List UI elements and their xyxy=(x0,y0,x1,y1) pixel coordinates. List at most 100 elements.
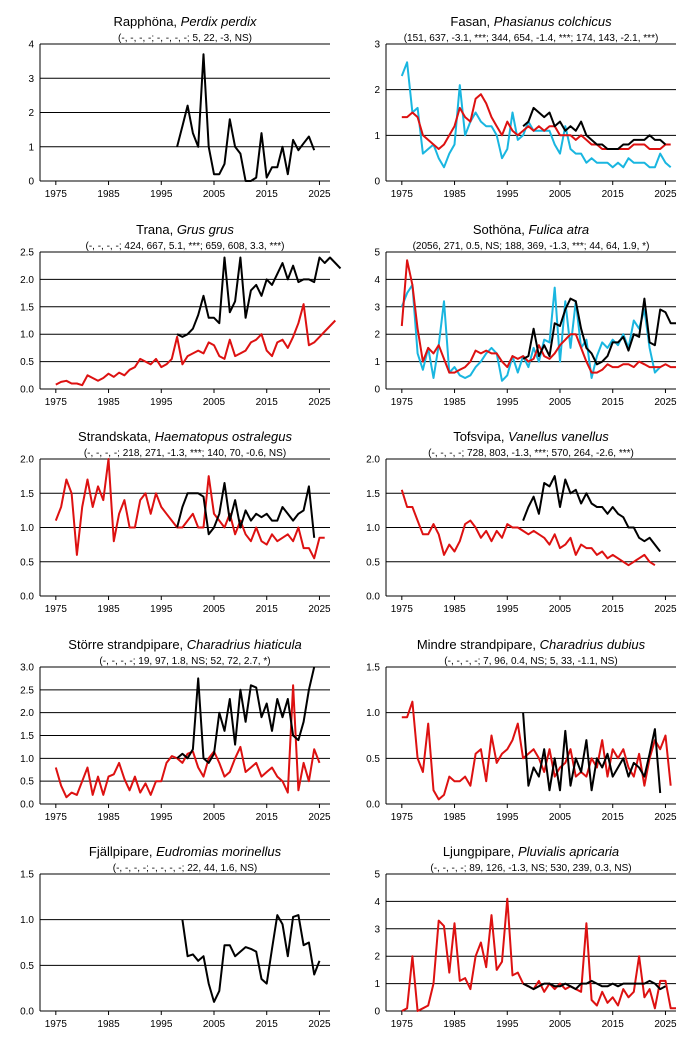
x-tick-label: 2005 xyxy=(203,189,226,200)
y-tick-label: 2 xyxy=(374,329,380,340)
y-tick-label: 0 xyxy=(374,384,380,395)
x-tick-label: 1995 xyxy=(496,1019,519,1030)
y-tick-label: 4 xyxy=(374,897,380,908)
chart-title: Ljungpipare, Pluvialis apricaria xyxy=(443,844,619,859)
chart-title: Trana, Grus grus xyxy=(136,222,234,237)
x-tick-label: 1975 xyxy=(45,397,68,408)
y-tick-label: 3.0 xyxy=(20,662,34,673)
y-tick-label: 1.0 xyxy=(366,523,380,534)
x-tick-label: 2005 xyxy=(549,1019,572,1030)
series-line-black xyxy=(176,256,342,338)
x-tick-label: 1995 xyxy=(150,812,173,823)
chart-title-latin: Charadrius hiaticula xyxy=(187,637,302,652)
series-line-black xyxy=(522,297,676,365)
x-tick-label: 1985 xyxy=(97,812,120,823)
y-tick-label: 3 xyxy=(374,302,380,313)
series-line-cyan xyxy=(400,61,672,169)
x-tick-label: 1975 xyxy=(391,604,414,615)
x-tick-label: 2015 xyxy=(602,1019,625,1030)
y-tick-label: 1 xyxy=(374,357,380,368)
chart-subtitle: (-, -, -, -; 424, 667, 5.1, ***; 659, 60… xyxy=(86,241,285,252)
y-tick-label: 2.5 xyxy=(20,247,34,258)
chart-title-common: Fasan, xyxy=(450,14,493,29)
x-tick-label: 1995 xyxy=(150,604,173,615)
chart-title: Mindre strandpipare, Charadrius dubius xyxy=(417,637,646,652)
y-tick-label: 1.0 xyxy=(20,329,34,340)
y-tick-label: 1.5 xyxy=(20,489,34,500)
x-tick-label: 2025 xyxy=(308,1019,331,1030)
x-tick-label: 1995 xyxy=(496,604,519,615)
x-tick-label: 2025 xyxy=(654,397,677,408)
y-tick-label: 1 xyxy=(374,979,380,990)
y-tick-label: 1 xyxy=(374,131,380,142)
x-tick-label: 1975 xyxy=(391,189,414,200)
x-tick-label: 1985 xyxy=(443,604,466,615)
x-tick-label: 1985 xyxy=(443,397,466,408)
x-tick-label: 1995 xyxy=(150,397,173,408)
x-tick-label: 1975 xyxy=(45,812,68,823)
y-tick-label: 2 xyxy=(28,108,34,119)
y-tick-label: 1.5 xyxy=(366,489,380,500)
x-tick-label: 2015 xyxy=(256,189,279,200)
chart-title-common: Sothöna, xyxy=(473,222,529,237)
series-line-red xyxy=(400,489,656,567)
x-tick-label: 2015 xyxy=(256,1019,279,1030)
x-tick-label: 1995 xyxy=(496,812,519,823)
y-tick-label: 1.0 xyxy=(20,523,34,534)
y-tick-label: 2.0 xyxy=(20,708,34,719)
y-tick-label: 1.5 xyxy=(20,870,34,881)
y-tick-label: 1.0 xyxy=(20,916,34,927)
x-tick-label: 2005 xyxy=(203,1019,226,1030)
chart-title-common: Strandskata, xyxy=(78,429,155,444)
y-tick-label: 4 xyxy=(374,274,380,285)
chart-title-latin: Vanellus vanellus xyxy=(508,429,609,444)
x-tick-label: 1975 xyxy=(391,397,414,408)
series-line-red xyxy=(55,302,337,386)
x-tick-label: 1995 xyxy=(150,1019,173,1030)
x-tick-label: 1995 xyxy=(150,189,173,200)
chart-panel-5: Tofsvipa, Vanellus vanellus (-, -, -, -; … xyxy=(366,429,677,615)
chart-title: Större strandpipare, Charadrius hiaticul… xyxy=(68,637,301,652)
x-tick-label: 1985 xyxy=(443,1019,466,1030)
y-tick-label: 2.0 xyxy=(20,455,34,466)
y-tick-label: 2.0 xyxy=(366,455,380,466)
x-tick-label: 2005 xyxy=(549,397,572,408)
chart-subtitle: (-, -, -, -; 728, 803, -1.3, ***; 570, 2… xyxy=(428,448,634,459)
chart-title-latin: Eudromias morinellus xyxy=(156,844,281,859)
x-tick-label: 2015 xyxy=(602,397,625,408)
series-line-black xyxy=(522,712,662,793)
y-tick-label: 0.0 xyxy=(20,1007,34,1018)
chart-subtitle: (151, 637, -3.1, ***; 344, 654, -1.4, **… xyxy=(404,33,659,44)
x-tick-label: 2015 xyxy=(256,397,279,408)
series-line-red xyxy=(54,684,321,798)
y-tick-label: 0.0 xyxy=(20,384,34,395)
series-line-red xyxy=(401,93,671,150)
chart-title-latin: Phasianus colchicus xyxy=(494,14,612,29)
y-tick-label: 1 xyxy=(28,142,34,153)
y-tick-label: 2.0 xyxy=(20,274,34,285)
y-tick-label: 1.5 xyxy=(20,731,34,742)
chart-panel-3: Sothöna, Fulica atra (2056, 271, 0.5, NS;… xyxy=(374,222,677,408)
series-line-cyan xyxy=(400,283,661,382)
series-line-black xyxy=(181,914,321,1004)
y-tick-label: 5 xyxy=(374,870,380,881)
chart-subtitle: (-, -, -, -; 89, 126, -1.3, NS; 530, 239… xyxy=(430,863,631,874)
x-tick-label: 2015 xyxy=(602,189,625,200)
chart-title: Strandskata, Haematopus ostralegus xyxy=(78,429,292,444)
chart-title-common: Ljungpipare, xyxy=(443,844,518,859)
chart-title-latin: Fulica atra xyxy=(528,222,589,237)
y-tick-label: 0.5 xyxy=(366,557,380,568)
y-tick-label: 3 xyxy=(374,40,380,51)
chart-title: Rapphöna, Perdix perdix xyxy=(113,14,257,29)
x-tick-label: 2015 xyxy=(256,604,279,615)
chart-panel-4: Strandskata, Haematopus ostralegus (-, -,… xyxy=(20,429,331,615)
x-tick-label: 1985 xyxy=(97,189,120,200)
y-tick-label: 0 xyxy=(374,1007,380,1018)
chart-title: Tofsvipa, Vanellus vanellus xyxy=(453,429,609,444)
series-line-red xyxy=(54,458,325,560)
chart-title-latin: Charadrius dubius xyxy=(540,637,646,652)
chart-subtitle: (-, -, -, -; -, -, -, -; 22, 44, 1.6, NS… xyxy=(113,863,257,874)
chart-title: Fasan, Phasianus colchicus xyxy=(450,14,612,29)
y-tick-label: 0 xyxy=(28,177,34,188)
